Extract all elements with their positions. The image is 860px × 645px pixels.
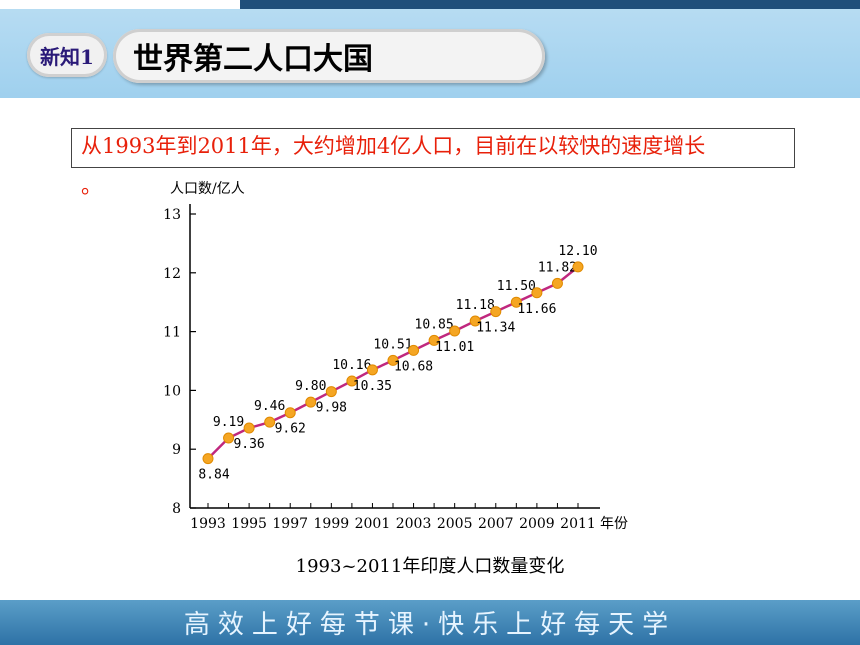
page-title: 世界第二人口大国: [113, 29, 545, 83]
x-tick-label: 2011: [560, 516, 596, 532]
y-axis-label: 人口数/亿人: [170, 181, 245, 197]
data-point: [449, 325, 461, 337]
y-tick-label: 8: [172, 501, 181, 517]
x-tick-label: 1995: [231, 516, 267, 532]
data-point: [325, 386, 337, 398]
data-label: 11.82: [538, 260, 577, 275]
data-label: 12.10: [558, 244, 597, 259]
data-point: [408, 344, 420, 356]
y-tick-label: 13: [163, 207, 181, 223]
data-label: 11.01: [435, 340, 474, 355]
data-label: 9.98: [316, 401, 347, 416]
page-title-text: 世界第二人口大国: [133, 42, 373, 77]
chart-caption: 1993~2011年印度人口数量变化: [295, 556, 565, 577]
data-point: [387, 354, 399, 366]
data-label: 9.19: [213, 415, 244, 430]
data-point: [551, 277, 563, 289]
data-point: [428, 334, 440, 346]
data-label: 9.46: [254, 399, 285, 414]
footer-band: [0, 600, 860, 645]
data-point: [572, 261, 584, 273]
x-tick-label: 1993: [190, 516, 226, 532]
x-tick-label: 2005: [437, 516, 473, 532]
data-label: 11.34: [476, 321, 515, 336]
data-point: [510, 296, 522, 308]
x-tick-label: 1997: [272, 516, 308, 532]
data-label: 10.16: [332, 358, 371, 373]
data-label: 8.84: [198, 468, 229, 483]
data-label: 11.66: [517, 302, 556, 317]
population-line-chart: 8 9 10 11 12 13 人口数/亿人 1993 1995 1997 1999 2001 2003…: [163, 181, 628, 532]
data-label: 9.62: [275, 422, 306, 437]
data-label: 11.50: [497, 279, 536, 294]
data-point: [223, 432, 235, 444]
note-text: 从1993年到2011年，大约增加4亿人口，目前在以较快的速度增长: [81, 134, 706, 158]
footer-slogan: 高效上好每节课·快乐上好每天学: [183, 610, 677, 640]
data-point: [346, 375, 358, 387]
data-point: [490, 306, 502, 318]
note-box: [71, 128, 795, 168]
data-label: 9.36: [233, 437, 264, 452]
note-text-tail: 。: [81, 174, 102, 198]
x-tick-label: 2003: [396, 516, 432, 532]
data-point: [305, 396, 317, 408]
y-tick-label: 12: [163, 266, 181, 282]
y-tick-label: 10: [163, 383, 181, 399]
data-label: 10.51: [373, 337, 412, 352]
y-tick-label: 9: [172, 442, 181, 458]
data-point: [366, 364, 378, 376]
data-label: 9.80: [295, 379, 326, 394]
x-tick-label: 2009: [519, 516, 555, 532]
data-point: [284, 407, 296, 419]
y-tick-label: 11: [163, 325, 181, 341]
header-dark-strip: [240, 0, 860, 9]
header-white-strip: [0, 0, 240, 9]
x-tick-label: 1999: [314, 516, 350, 532]
data-point: [469, 315, 481, 327]
x-tick-label: 2007: [478, 516, 514, 532]
data-point: [264, 416, 276, 428]
data-label: 10.85: [415, 317, 454, 332]
section-badge: 新知1: [27, 33, 107, 77]
data-point: [243, 422, 255, 434]
data-point: [531, 287, 543, 299]
x-axis-unit-label: 年份: [600, 516, 628, 532]
x-tick-label: 2001: [355, 516, 391, 532]
data-label: 10.68: [394, 359, 433, 374]
data-label: 10.35: [353, 379, 392, 394]
data-point: [202, 453, 214, 465]
data-label: 11.18: [456, 298, 495, 313]
